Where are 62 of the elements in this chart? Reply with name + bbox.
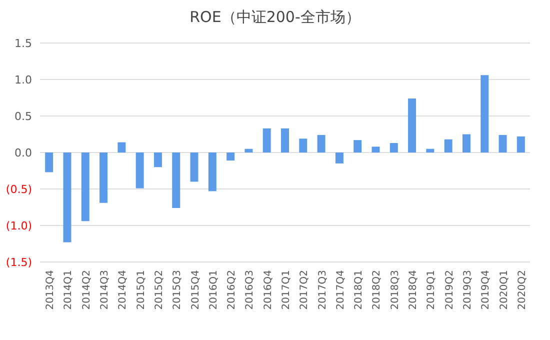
x-tick-label: 2018Q1 [354,270,365,310]
x-tick-label: 2017Q4 [335,270,346,310]
y-tick-label: 1.5 [14,37,32,50]
x-tick-label: 2019Q2 [444,270,456,310]
bar [372,146,380,152]
x-tick-label: 2017Q3 [317,270,328,310]
x-tick-label: 2015Q1 [136,270,147,310]
x-tick-label: 2016Q1 [208,270,220,310]
bar [462,134,470,152]
x-tick-label: 2017Q1 [281,270,292,310]
x-tick-label: 2018Q3 [390,270,401,310]
bar [262,128,271,152]
bar [136,152,144,188]
x-tick-label: 2015Q2 [154,270,165,310]
bar [45,152,54,172]
bar [354,140,362,152]
bar [244,148,253,152]
bar [208,152,216,192]
bar [63,152,72,242]
x-tick-label: 2013Q4 [45,270,56,310]
x-tick-label: 2015Q4 [190,270,202,310]
bar [226,152,235,161]
x-tick-label: 2019Q4 [480,270,492,310]
x-tick-label: 2020Q1 [498,270,510,310]
x-tick-label: 2018Q2 [372,270,383,310]
y-tick-label: (1.0) [6,220,32,232]
y-tick-label: (0.5) [6,183,32,196]
x-tick-label: 2015Q3 [172,270,184,310]
bar [81,152,90,222]
x-tick-label: 2016Q3 [244,270,256,310]
x-tick-label: 2018Q4 [408,270,420,310]
bar [480,75,489,152]
bar [498,134,507,152]
bar [317,134,326,152]
bar [100,152,108,203]
bar [190,152,198,182]
x-tick-label: 2019Q1 [426,270,438,310]
bar [408,98,416,152]
x-tick-label: 2014Q3 [100,270,111,310]
x-tick-label: 2016Q4 [262,270,274,310]
bar [281,128,289,152]
bar [444,139,452,152]
x-tick-label: 2014Q4 [118,270,129,310]
bar [172,152,180,208]
y-tick-label: (1.5) [6,256,32,269]
y-tick-label: 0.5 [14,110,32,123]
bar [516,136,525,152]
bar [390,143,398,152]
bar [426,148,434,152]
x-tick-label: 2016Q2 [226,270,238,310]
bar [118,142,126,152]
x-tick-label: 2019Q3 [462,270,474,310]
x-tick-label: 2020Q2 [516,270,528,310]
x-tick-label: 2017Q2 [299,270,310,310]
chart-title: ROE（中证200-全市场） [190,8,360,26]
bar [154,152,162,168]
y-tick-label: 0.0 [14,146,32,160]
x-tick-label: 2014Q1 [63,270,74,310]
y-tick-label: 1.0 [14,74,32,86]
bar [299,138,308,152]
x-tick-label: 2014Q2 [81,270,92,310]
bar [335,152,344,164]
